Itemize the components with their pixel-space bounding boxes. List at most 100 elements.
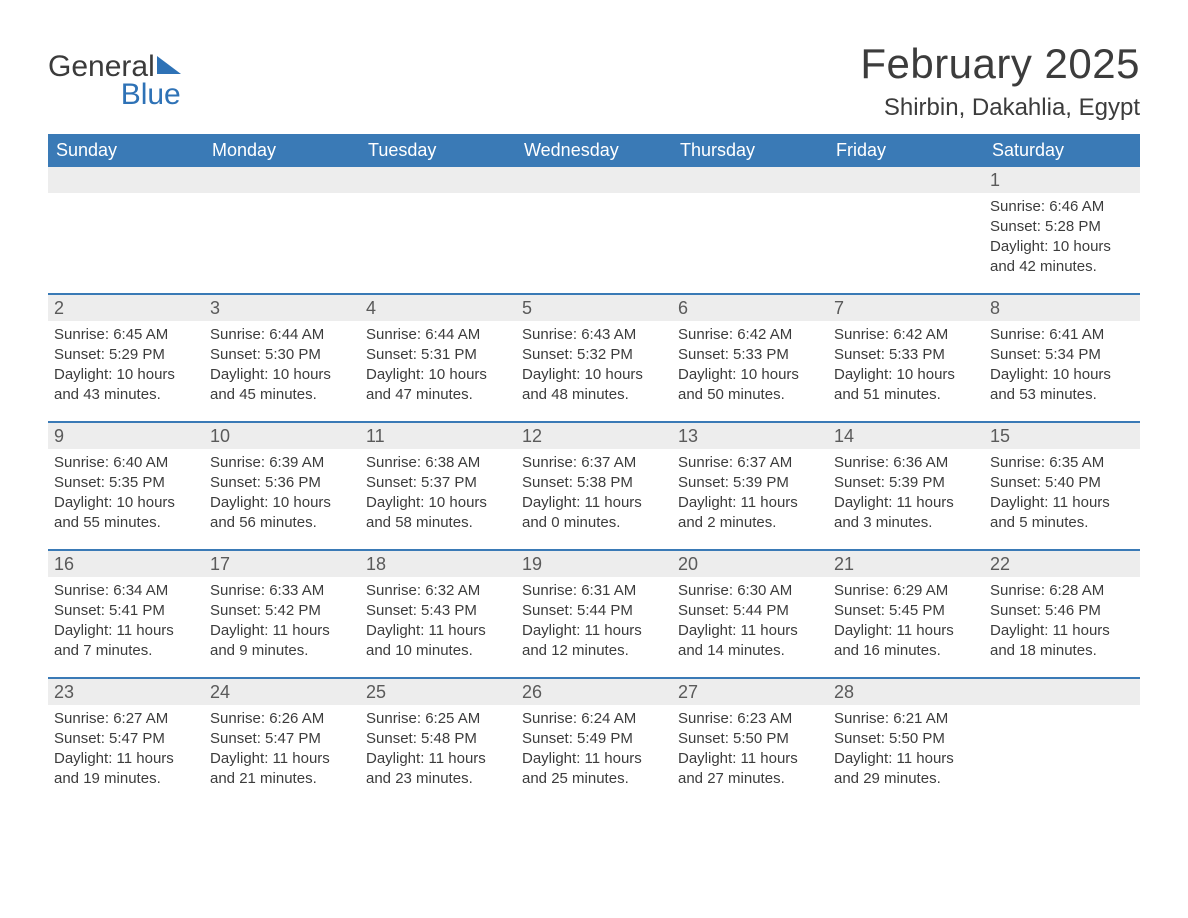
day-number: 5 — [516, 295, 672, 321]
sunset-line: Sunset: 5:33 PM — [834, 345, 978, 365]
calendar-week-row: 9Sunrise: 6:40 AMSunset: 5:35 PMDaylight… — [48, 422, 1140, 550]
sunset-line: Sunset: 5:43 PM — [366, 601, 510, 621]
sunrise-line: Sunrise: 6:24 AM — [522, 709, 666, 729]
daylight-line: Daylight: 11 hours and 10 minutes. — [366, 621, 510, 661]
sunrise-line: Sunrise: 6:37 AM — [522, 453, 666, 473]
weekday-heading: Monday — [204, 134, 360, 167]
sunset-line: Sunset: 5:44 PM — [522, 601, 666, 621]
sunrise-line: Sunrise: 6:44 AM — [210, 325, 354, 345]
calendar-day-cell: 19Sunrise: 6:31 AMSunset: 5:44 PMDayligh… — [516, 550, 672, 678]
sunset-line: Sunset: 5:42 PM — [210, 601, 354, 621]
calendar-day-cell — [360, 167, 516, 294]
daylight-line: Daylight: 11 hours and 29 minutes. — [834, 749, 978, 789]
sunrise-line: Sunrise: 6:34 AM — [54, 581, 198, 601]
day-number: 1 — [984, 167, 1140, 193]
calendar-day-cell: 12Sunrise: 6:37 AMSunset: 5:38 PMDayligh… — [516, 422, 672, 550]
daylight-line: Daylight: 11 hours and 12 minutes. — [522, 621, 666, 661]
calendar-day-cell: 13Sunrise: 6:37 AMSunset: 5:39 PMDayligh… — [672, 422, 828, 550]
day-number — [984, 679, 1140, 705]
sunset-line: Sunset: 5:39 PM — [678, 473, 822, 493]
sunset-line: Sunset: 5:45 PM — [834, 601, 978, 621]
sunrise-line: Sunrise: 6:23 AM — [678, 709, 822, 729]
day-number: 21 — [828, 551, 984, 577]
brand-text: General Blue — [48, 52, 181, 110]
day-details: Sunrise: 6:33 AMSunset: 5:42 PMDaylight:… — [204, 577, 360, 667]
calendar-week-row: 1Sunrise: 6:46 AMSunset: 5:28 PMDaylight… — [48, 167, 1140, 294]
sunrise-line: Sunrise: 6:41 AM — [990, 325, 1134, 345]
brand-logo: General Blue — [48, 40, 181, 110]
calendar-day-cell: 24Sunrise: 6:26 AMSunset: 5:47 PMDayligh… — [204, 678, 360, 805]
calendar-day-cell: 22Sunrise: 6:28 AMSunset: 5:46 PMDayligh… — [984, 550, 1140, 678]
sunset-line: Sunset: 5:50 PM — [834, 729, 978, 749]
day-details: Sunrise: 6:42 AMSunset: 5:33 PMDaylight:… — [672, 321, 828, 411]
day-details: Sunrise: 6:46 AMSunset: 5:28 PMDaylight:… — [984, 193, 1140, 283]
calendar-day-cell: 7Sunrise: 6:42 AMSunset: 5:33 PMDaylight… — [828, 294, 984, 422]
day-details: Sunrise: 6:35 AMSunset: 5:40 PMDaylight:… — [984, 449, 1140, 539]
day-details: Sunrise: 6:39 AMSunset: 5:36 PMDaylight:… — [204, 449, 360, 539]
daylight-line: Daylight: 10 hours and 47 minutes. — [366, 365, 510, 405]
day-number — [672, 167, 828, 193]
day-details: Sunrise: 6:26 AMSunset: 5:47 PMDaylight:… — [204, 705, 360, 795]
daylight-line: Daylight: 10 hours and 55 minutes. — [54, 493, 198, 533]
sunrise-line: Sunrise: 6:38 AM — [366, 453, 510, 473]
day-number: 15 — [984, 423, 1140, 449]
sunset-line: Sunset: 5:40 PM — [990, 473, 1134, 493]
calendar-week-row: 2Sunrise: 6:45 AMSunset: 5:29 PMDaylight… — [48, 294, 1140, 422]
calendar-day-cell: 17Sunrise: 6:33 AMSunset: 5:42 PMDayligh… — [204, 550, 360, 678]
day-number: 24 — [204, 679, 360, 705]
day-details: Sunrise: 6:37 AMSunset: 5:39 PMDaylight:… — [672, 449, 828, 539]
day-details: Sunrise: 6:27 AMSunset: 5:47 PMDaylight:… — [48, 705, 204, 795]
sunrise-line: Sunrise: 6:33 AM — [210, 581, 354, 601]
daylight-line: Daylight: 10 hours and 45 minutes. — [210, 365, 354, 405]
sunset-line: Sunset: 5:34 PM — [990, 345, 1134, 365]
calendar-weekday-header: Sunday Monday Tuesday Wednesday Thursday… — [48, 134, 1140, 167]
daylight-line: Daylight: 11 hours and 19 minutes. — [54, 749, 198, 789]
calendar-day-cell: 27Sunrise: 6:23 AMSunset: 5:50 PMDayligh… — [672, 678, 828, 805]
day-details: Sunrise: 6:32 AMSunset: 5:43 PMDaylight:… — [360, 577, 516, 667]
daylight-line: Daylight: 10 hours and 42 minutes. — [990, 237, 1134, 277]
sunrise-line: Sunrise: 6:46 AM — [990, 197, 1134, 217]
sunrise-line: Sunrise: 6:27 AM — [54, 709, 198, 729]
sunrise-line: Sunrise: 6:36 AM — [834, 453, 978, 473]
day-number: 6 — [672, 295, 828, 321]
day-number: 8 — [984, 295, 1140, 321]
day-details: Sunrise: 6:21 AMSunset: 5:50 PMDaylight:… — [828, 705, 984, 795]
daylight-line: Daylight: 11 hours and 21 minutes. — [210, 749, 354, 789]
calendar-day-cell: 26Sunrise: 6:24 AMSunset: 5:49 PMDayligh… — [516, 678, 672, 805]
calendar-day-cell: 3Sunrise: 6:44 AMSunset: 5:30 PMDaylight… — [204, 294, 360, 422]
sunrise-line: Sunrise: 6:37 AM — [678, 453, 822, 473]
day-number: 13 — [672, 423, 828, 449]
sunrise-line: Sunrise: 6:21 AM — [834, 709, 978, 729]
calendar-day-cell — [516, 167, 672, 294]
day-details: Sunrise: 6:25 AMSunset: 5:48 PMDaylight:… — [360, 705, 516, 795]
daylight-line: Daylight: 11 hours and 25 minutes. — [522, 749, 666, 789]
sunset-line: Sunset: 5:31 PM — [366, 345, 510, 365]
calendar-day-cell: 4Sunrise: 6:44 AMSunset: 5:31 PMDaylight… — [360, 294, 516, 422]
sunrise-line: Sunrise: 6:39 AM — [210, 453, 354, 473]
calendar-day-cell: 8Sunrise: 6:41 AMSunset: 5:34 PMDaylight… — [984, 294, 1140, 422]
day-number: 17 — [204, 551, 360, 577]
sunset-line: Sunset: 5:39 PM — [834, 473, 978, 493]
day-number: 26 — [516, 679, 672, 705]
day-number — [516, 167, 672, 193]
day-number: 3 — [204, 295, 360, 321]
calendar-day-cell: 11Sunrise: 6:38 AMSunset: 5:37 PMDayligh… — [360, 422, 516, 550]
daylight-line: Daylight: 10 hours and 51 minutes. — [834, 365, 978, 405]
calendar-day-cell: 6Sunrise: 6:42 AMSunset: 5:33 PMDaylight… — [672, 294, 828, 422]
daylight-line: Daylight: 11 hours and 2 minutes. — [678, 493, 822, 533]
calendar-day-cell: 28Sunrise: 6:21 AMSunset: 5:50 PMDayligh… — [828, 678, 984, 805]
day-number: 7 — [828, 295, 984, 321]
weekday-heading: Sunday — [48, 134, 204, 167]
day-details: Sunrise: 6:37 AMSunset: 5:38 PMDaylight:… — [516, 449, 672, 539]
day-number: 25 — [360, 679, 516, 705]
day-details: Sunrise: 6:24 AMSunset: 5:49 PMDaylight:… — [516, 705, 672, 795]
sunrise-line: Sunrise: 6:32 AM — [366, 581, 510, 601]
day-number: 20 — [672, 551, 828, 577]
sunset-line: Sunset: 5:38 PM — [522, 473, 666, 493]
daylight-line: Daylight: 11 hours and 23 minutes. — [366, 749, 510, 789]
day-number — [828, 167, 984, 193]
brand-triangle-icon — [157, 56, 181, 74]
calendar-day-cell: 25Sunrise: 6:25 AMSunset: 5:48 PMDayligh… — [360, 678, 516, 805]
sunrise-line: Sunrise: 6:43 AM — [522, 325, 666, 345]
daylight-line: Daylight: 11 hours and 27 minutes. — [678, 749, 822, 789]
